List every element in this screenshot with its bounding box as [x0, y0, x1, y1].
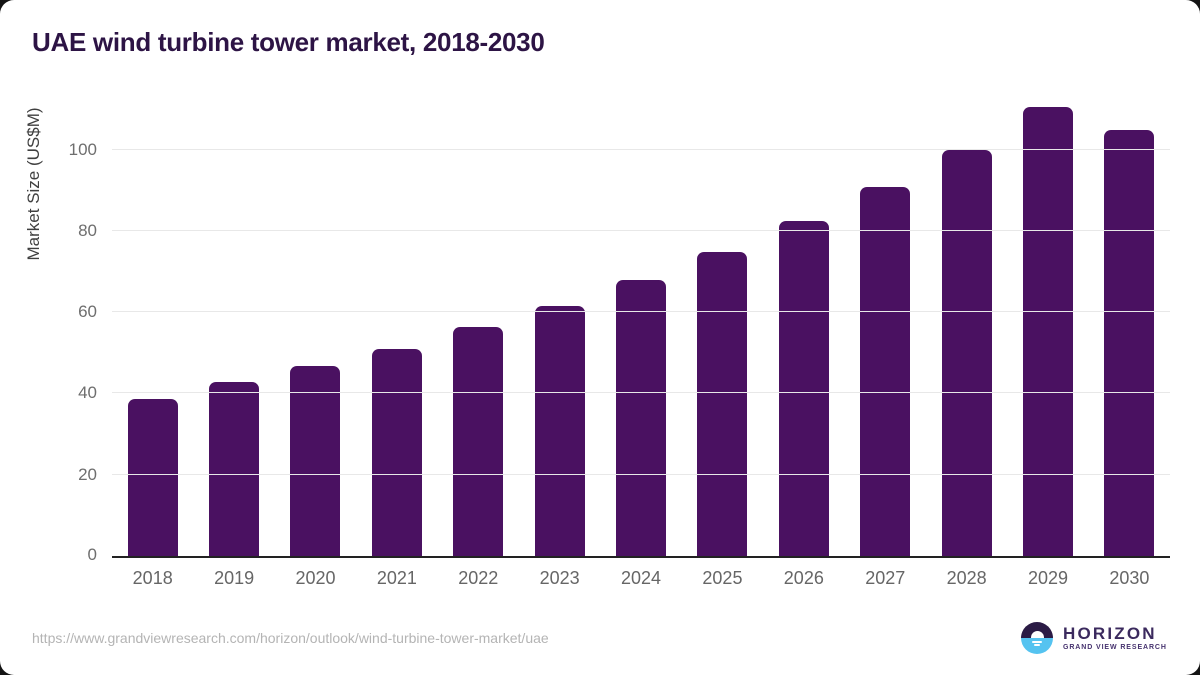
x-tick-label-2018: 2018: [132, 568, 173, 588]
gridline-y80: [112, 229, 1170, 231]
plot-area: 2018 2019 2020 2021 2022 2023 2024 2025 2026 2027…: [69, 97, 1170, 588]
horizon-logo: HORIZON GRAND VIEW RESEARCH: [1021, 622, 1167, 654]
x-tick-label-2020: 2020: [295, 568, 336, 588]
logo-name: HORIZON: [1063, 624, 1157, 643]
bar-2030: [1104, 130, 1155, 556]
bar-2018: [127, 398, 178, 556]
logo-reflection-line: [1034, 644, 1040, 646]
logo-reflection-line: [1032, 640, 1042, 643]
x-axis-labels: 2018 2019 2020 2021 2022 2023 2024 2025 2026 2027…: [112, 568, 1170, 589]
chart-title: UAE wind turbine tower market, 2018-2030: [32, 27, 545, 57]
gridline-y100: [112, 148, 1170, 150]
bar-slot-2024: [600, 97, 681, 556]
x-tick-label-2024: 2024: [621, 568, 662, 588]
bar-2020: [290, 366, 341, 556]
x-tick-label-2019: 2019: [214, 568, 255, 588]
x-tick-label-2028: 2028: [946, 568, 987, 588]
gridline-y60: [112, 311, 1170, 313]
bar-slot-2030: [1089, 97, 1170, 556]
bar-slot-2023: [519, 97, 600, 556]
bar-2019: [209, 382, 260, 556]
y-tick-label-80: 80: [78, 220, 97, 240]
bar-slot-2021: [356, 97, 437, 556]
y-axis-title: Market Size (US$M): [24, 107, 43, 261]
bar-2029: [1022, 107, 1073, 556]
bar-2027: [860, 186, 911, 556]
x-tick-label-2029: 2029: [1027, 568, 1069, 588]
x-tick-label-2023: 2023: [539, 568, 580, 588]
horizon-sun-icon: [1021, 622, 1053, 654]
bar-slot-2025: [682, 97, 763, 556]
x-tick-label-2025: 2025: [702, 568, 743, 588]
source-url: https://www.grandviewresearch.com/horizo…: [32, 630, 549, 646]
y-tick-label-60: 60: [78, 302, 97, 322]
bar-slot-2026: [763, 97, 844, 556]
bar-slot-2019: [193, 97, 274, 556]
bars-row: [112, 97, 1170, 556]
x-tick-label-2030: 2030: [1109, 568, 1150, 588]
bar-slot-2018: [112, 97, 193, 556]
bar-2022: [453, 327, 504, 556]
logo-subtitle: GRAND VIEW RESEARCH: [1063, 644, 1167, 651]
bar-2023: [534, 306, 585, 556]
x-tick-label-2022: 2022: [458, 568, 499, 588]
bar-slot-2028: [926, 97, 1007, 556]
logo-text: HORIZON GRAND VIEW RESEARCH: [1063, 624, 1167, 652]
y-tick-label-0: 0: [87, 545, 97, 564]
bar-2025: [697, 251, 748, 556]
bar-slot-2020: [275, 97, 356, 556]
x-tick-label-2021: 2021: [376, 568, 417, 588]
logo-sea: [1021, 638, 1053, 654]
logo-sky: [1021, 622, 1053, 638]
y-tick-label-40: 40: [78, 383, 97, 403]
bar-2021: [371, 348, 422, 556]
bar-slot-2027: [845, 97, 926, 556]
bar-2026: [778, 221, 829, 556]
logo-sun-dome: [1030, 631, 1044, 638]
bar-2028: [941, 150, 992, 556]
y-tick-label-20: 20: [78, 464, 97, 484]
bar-2024: [616, 280, 667, 556]
x-tick-label-2027: 2027: [865, 568, 906, 588]
bar-slot-2029: [1007, 97, 1088, 556]
x-tick-label-2026: 2026: [783, 568, 824, 588]
gridline-y40: [112, 392, 1170, 394]
bar-slot-2022: [438, 97, 519, 556]
gridline-y20: [112, 473, 1170, 475]
y-tick-label-100: 100: [68, 139, 97, 159]
